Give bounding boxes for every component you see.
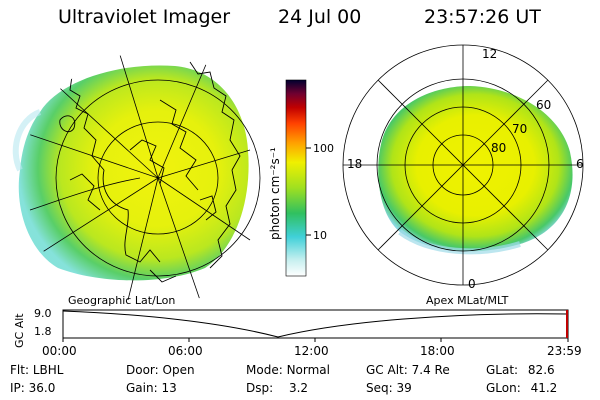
- door-label: Door:: [126, 363, 159, 377]
- mlat-label-80: 80: [491, 141, 506, 155]
- timeline-tick-0: 00:00: [42, 344, 77, 358]
- mlt-label-18: 18: [347, 157, 362, 171]
- mlat-label-70: 70: [512, 122, 527, 136]
- orbit-timeline: GC Alt: [13, 309, 569, 348]
- color-scale-bar: 100 10 photon cm⁻²s⁻¹: [268, 79, 334, 277]
- image-time: 23:57:26 UT: [424, 6, 541, 28]
- status-door: Door: Open: [126, 363, 195, 377]
- mode-label: Mode:: [246, 363, 283, 377]
- flt-value: LBHL: [32, 363, 64, 377]
- geo-caption: Geographic Lat/Lon: [68, 294, 176, 307]
- flt-label: Flt:: [10, 363, 29, 377]
- mlt-label-12: 12: [482, 47, 497, 61]
- timeline-axis-title: GC Alt: [13, 313, 26, 348]
- timeline-y-top: 9.0: [34, 307, 52, 320]
- timeline-tick-2: 12:00: [294, 344, 329, 358]
- timeline-y-bottom: 1.8: [34, 325, 52, 338]
- geo-aurora-oval: [18, 65, 249, 281]
- colorbar-unit-label: photon cm⁻²s⁻¹: [268, 147, 282, 240]
- timeline-tick-3: 18:00: [420, 344, 455, 358]
- glat-label: GLat:: [486, 363, 519, 377]
- coastlines: [59, 61, 241, 283]
- colorbar-tick-10: 10: [313, 229, 327, 242]
- mlt-label-6: 6: [576, 157, 584, 171]
- gain-label: Gain:: [126, 381, 158, 395]
- status-dsp: Dsp: 3.2: [246, 381, 308, 395]
- status-mode: Mode: Normal: [246, 363, 330, 377]
- geographic-map: [12, 54, 261, 301]
- gcalt-value: 7.4 Re: [411, 363, 450, 377]
- image-date: 24 Jul 00: [278, 6, 362, 28]
- ip-value: 36.0: [28, 381, 56, 395]
- mlat-label-60: 60: [536, 98, 551, 112]
- gcalt-label: GC Alt:: [366, 363, 408, 377]
- timeline-tick-4: 23:59: [547, 344, 582, 358]
- glon-label: GLon:: [486, 381, 521, 395]
- apex-polar-map: 12 0 18 6 60 70 80: [342, 44, 584, 291]
- app-title: Ultraviolet Imager: [58, 6, 231, 28]
- dsp-label: Dsp:: [246, 381, 274, 395]
- apex-grid: [342, 44, 584, 286]
- timeline-tick-1: 06:00: [168, 344, 203, 358]
- colorbar-tick-100: 100: [313, 142, 334, 155]
- ip-label: IP:: [10, 381, 25, 395]
- seq-value: 39: [396, 381, 412, 395]
- glat-value: 82.6: [527, 363, 555, 377]
- apex-caption: Apex MLat/MLT: [426, 294, 509, 307]
- status-glat: GLat: 82.6: [486, 363, 555, 377]
- glon-value: 41.2: [530, 381, 558, 395]
- status-flt: Flt: LBHL: [10, 363, 63, 377]
- mlt-label-0: 0: [468, 277, 476, 291]
- door-value: Open: [162, 363, 195, 377]
- status-ip: IP: 36.0: [10, 381, 55, 395]
- mode-value: Normal: [286, 363, 330, 377]
- status-glon: GLon: 41.2: [486, 381, 557, 395]
- status-seq: Seq: 39: [366, 381, 412, 395]
- gain-value: 13: [161, 381, 177, 395]
- status-gcalt: GC Alt: 7.4 Re: [366, 363, 450, 377]
- altitude-curve: [62, 310, 569, 338]
- dsp-value: 3.2: [288, 381, 309, 395]
- status-gain: Gain: 13: [126, 381, 177, 395]
- seq-label: Seq:: [366, 381, 393, 395]
